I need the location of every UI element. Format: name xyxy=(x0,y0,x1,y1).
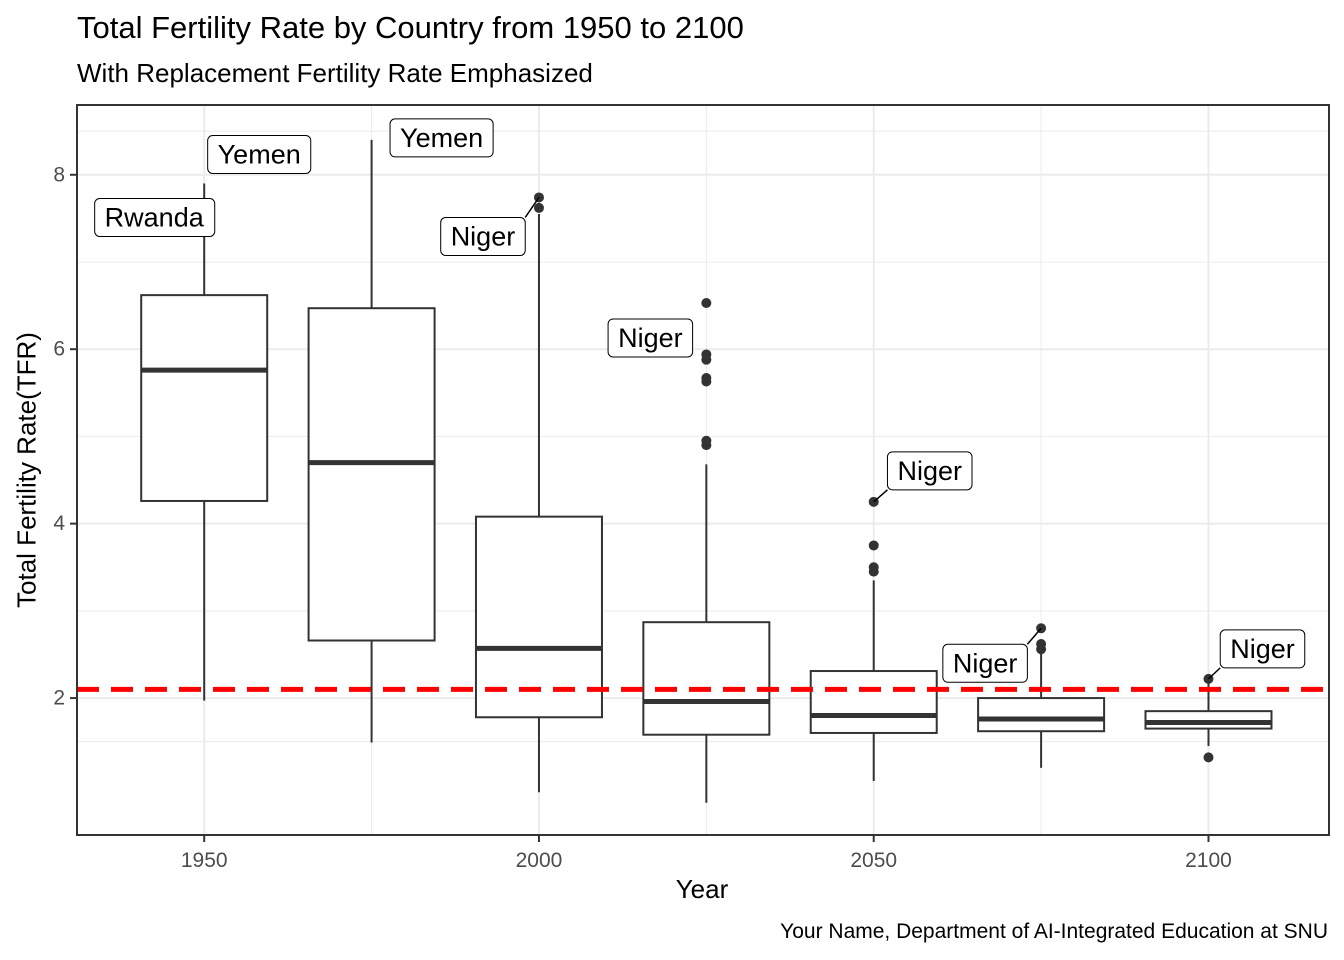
x-tick-label: 2050 xyxy=(850,849,897,872)
box-iqr xyxy=(809,670,938,734)
chart-caption: Your Name, Department of AI-Integrated E… xyxy=(780,920,1328,943)
box-iqr xyxy=(307,307,436,642)
y-tick-label: 4 xyxy=(53,512,65,535)
box-group xyxy=(307,139,436,743)
annotation-text: Rwanda xyxy=(105,202,205,232)
outlier-point xyxy=(701,349,712,360)
outlier-point xyxy=(533,202,544,213)
x-axis-label: Year xyxy=(675,874,729,904)
chart-title: Total Fertility Rate by Country from 195… xyxy=(77,10,744,45)
annotation-leader xyxy=(873,489,888,503)
annotation-label: Niger xyxy=(1207,629,1306,680)
annotation-box xyxy=(207,134,312,174)
box-group xyxy=(642,297,771,803)
x-tick-label: 2100 xyxy=(1185,849,1232,872)
annotation-label: Yemen xyxy=(389,118,494,158)
outlier-point xyxy=(1036,638,1047,649)
outlier-point xyxy=(701,372,712,383)
box-iqr xyxy=(977,697,1106,733)
box-iqr xyxy=(474,515,603,719)
annotation-text: Niger xyxy=(897,456,962,486)
box-group xyxy=(140,183,269,701)
outlier-point xyxy=(701,435,712,446)
y-tick-label: 2 xyxy=(53,687,65,710)
annotation-text: Niger xyxy=(953,648,1018,678)
box-iqr xyxy=(140,294,269,502)
outlier-point xyxy=(868,562,879,573)
annotation-label: Niger xyxy=(607,318,694,358)
box-group xyxy=(1144,673,1273,763)
annotation-text: Yemen xyxy=(400,123,483,153)
outlier-point xyxy=(868,540,879,551)
annotation-box xyxy=(607,318,694,358)
annotation-box xyxy=(942,643,1028,683)
annotation-label: Niger xyxy=(942,627,1042,683)
annotation-text: Yemen xyxy=(218,139,301,169)
y-tick-label: 8 xyxy=(53,163,65,186)
box-iqr xyxy=(642,621,771,736)
annotation-label: Niger xyxy=(440,197,540,256)
annotation-label: Rwanda xyxy=(94,197,216,237)
annotation-box xyxy=(886,451,973,491)
outlier-point xyxy=(701,297,712,308)
annotation-leader xyxy=(1026,627,1042,645)
annotation-box xyxy=(94,197,216,237)
box-group xyxy=(809,496,938,781)
annotation-text: Niger xyxy=(451,221,516,251)
annotation-text: Niger xyxy=(618,323,683,353)
y-tick-label: 6 xyxy=(53,338,65,361)
annotation-text: Niger xyxy=(1230,634,1295,664)
chart-subtitle: With Replacement Fertility Rate Emphasiz… xyxy=(77,58,593,88)
annotation-box xyxy=(389,118,494,158)
annotation-box xyxy=(440,216,526,256)
annotation-label: Yemen xyxy=(207,134,312,174)
x-tick-label: 1950 xyxy=(181,849,228,872)
annotation-leader xyxy=(524,197,540,218)
outlier-point xyxy=(1203,752,1214,763)
box-group xyxy=(474,192,603,793)
x-tick-label: 2000 xyxy=(516,849,563,872)
panel-border xyxy=(76,104,1330,836)
annotation-box xyxy=(1219,629,1306,669)
box-iqr xyxy=(1144,710,1273,730)
annotation-leader xyxy=(1207,667,1221,680)
annotation-label: Niger xyxy=(873,451,973,503)
